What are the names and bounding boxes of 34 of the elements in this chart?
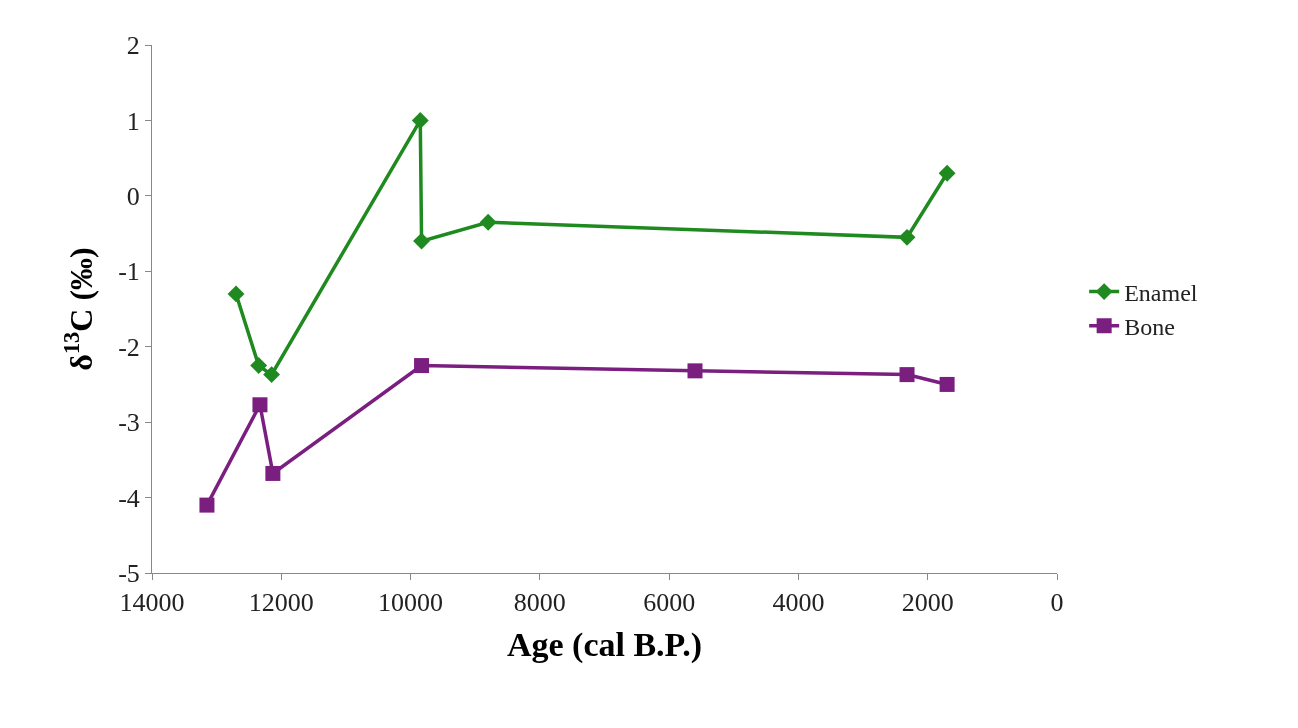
y-tick-label: -3 (118, 408, 140, 438)
x-tick-label: 12000 (248, 588, 314, 618)
x-tick-label: 10000 (378, 588, 444, 618)
x-tick-label: 8000 (513, 588, 566, 618)
x-tick-label: 2000 (901, 588, 954, 618)
x-tick-label: 14000 (119, 588, 185, 618)
point (939, 376, 955, 392)
point (898, 228, 916, 246)
x-tick-label: 4000 (772, 588, 825, 618)
y-tick-label: -4 (118, 483, 140, 513)
point (687, 363, 703, 379)
y-tick-label: -2 (118, 332, 140, 362)
y-tick-label: 0 (126, 181, 140, 211)
point (413, 232, 431, 250)
x-axis-title: Age (cal B.P.) (506, 625, 703, 664)
y-tick-label: 1 (126, 106, 140, 136)
legend-label: Enamel (1124, 279, 1198, 306)
point (250, 357, 268, 375)
point (252, 397, 268, 413)
point (899, 367, 915, 383)
point (199, 497, 215, 513)
point (479, 213, 497, 231)
point (265, 465, 281, 481)
point (414, 358, 430, 374)
point (938, 164, 956, 182)
y-tick-label: -1 (118, 257, 140, 287)
x-tick-label: 0 (1050, 588, 1064, 618)
y-tick-label: -5 (118, 559, 140, 589)
point (411, 111, 429, 129)
y-tick-label: 2 (126, 31, 140, 61)
point (263, 366, 281, 384)
point (227, 285, 245, 303)
x-tick-label: 6000 (643, 588, 696, 618)
legend-label: Bone (1124, 314, 1175, 341)
